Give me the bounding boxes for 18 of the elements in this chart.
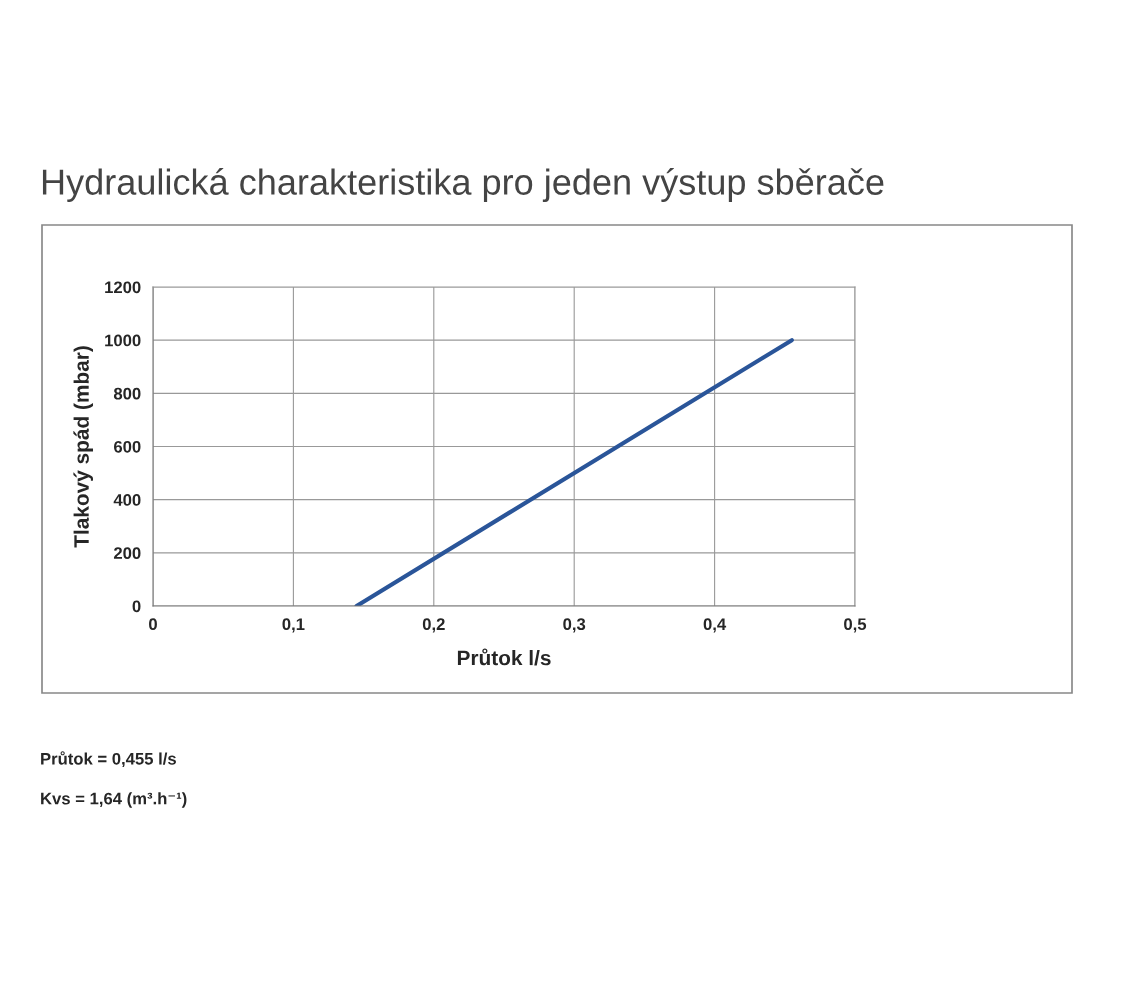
y-tick-label: 1000: [105, 334, 141, 347]
x-tick-label: 0,3: [563, 618, 586, 633]
text: Kvs = 1,64 (m³.h⁻¹): [41, 792, 187, 808]
x-tick-label: 0,4: [703, 618, 727, 633]
y-tick-label: 800: [113, 387, 141, 400]
y-tick-label: 600: [114, 440, 141, 453]
x-tick-label: 0,5: [844, 618, 867, 633]
y-axis-title: Tlakový spád (mbar): [73, 346, 94, 548]
chart-title: Hydraulická charakteristika pro jeden výstup sběrače: [42, 167, 884, 203]
text: Průtok = 0,455 l/s: [41, 751, 176, 768]
x-tick-label: 0,2: [422, 618, 445, 633]
x-tick-label: 0: [149, 618, 157, 631]
x-axis-title: Průtok l/s: [457, 648, 551, 666]
y-tick-label: 0: [132, 600, 141, 613]
y-tick-label: 1200: [105, 281, 141, 294]
x-tick-label: 0,1: [282, 618, 305, 633]
y-tick-label: 400: [113, 494, 141, 506]
y-tick-label: 200: [113, 547, 141, 560]
